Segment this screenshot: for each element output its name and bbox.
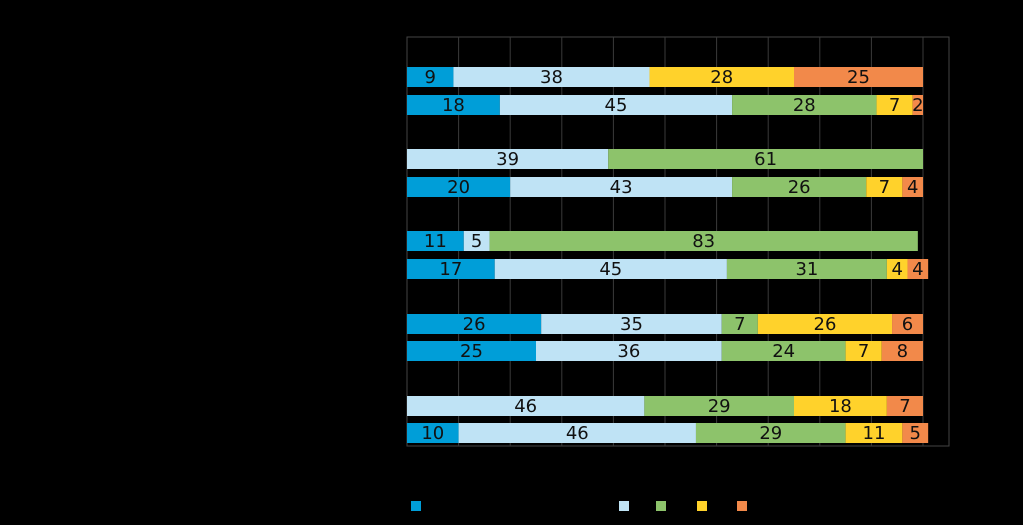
bar-segment bbox=[458, 423, 696, 443]
bar-segment bbox=[902, 423, 929, 443]
data-label: 29 bbox=[759, 423, 782, 444]
data-label: 7 bbox=[858, 341, 869, 362]
bar-segment bbox=[510, 177, 733, 197]
bar-segment bbox=[892, 314, 923, 334]
bar-segment bbox=[794, 396, 887, 416]
bar-segment bbox=[794, 67, 923, 87]
data-label: 5 bbox=[471, 231, 482, 252]
data-label: 43 bbox=[610, 177, 633, 198]
bar-segment bbox=[407, 67, 454, 87]
bar-segment bbox=[536, 341, 722, 361]
data-label: 39 bbox=[496, 149, 519, 170]
bar-segment bbox=[721, 341, 846, 361]
legend-swatch bbox=[619, 501, 629, 511]
data-label: 46 bbox=[514, 396, 537, 417]
data-label: 17 bbox=[439, 259, 462, 280]
bar-segment bbox=[407, 231, 464, 251]
data-label: 45 bbox=[599, 259, 622, 280]
legend-swatch bbox=[411, 501, 421, 511]
data-label: 2 bbox=[912, 95, 923, 116]
data-label: 4 bbox=[912, 259, 923, 280]
bar-segment bbox=[907, 259, 929, 279]
data-label: 7 bbox=[889, 95, 900, 116]
data-label: 4 bbox=[907, 177, 918, 198]
legend-swatch bbox=[656, 501, 666, 511]
data-label: 7 bbox=[879, 177, 890, 198]
bar-segment bbox=[866, 177, 903, 197]
bar-segment bbox=[726, 259, 887, 279]
data-label: 11 bbox=[424, 231, 447, 252]
bar-segment bbox=[757, 314, 893, 334]
data-label: 26 bbox=[463, 314, 486, 335]
data-label: 25 bbox=[460, 341, 483, 362]
bar-segment bbox=[407, 423, 459, 443]
data-label: 45 bbox=[605, 95, 628, 116]
bar-segment bbox=[494, 259, 727, 279]
legend-swatch bbox=[737, 501, 747, 511]
data-label: 28 bbox=[793, 95, 816, 116]
bar-segment bbox=[407, 314, 542, 334]
bar-segment bbox=[732, 95, 877, 115]
bar-segment bbox=[721, 314, 758, 334]
bar-segment bbox=[407, 149, 609, 169]
data-label: 5 bbox=[910, 423, 921, 444]
bar-segment bbox=[463, 231, 490, 251]
data-label: 36 bbox=[617, 341, 640, 362]
data-label: 26 bbox=[814, 314, 837, 335]
data-label: 7 bbox=[734, 314, 745, 335]
legend bbox=[411, 501, 747, 511]
data-label: 20 bbox=[447, 177, 470, 198]
bar-segment bbox=[912, 95, 923, 115]
bar-segment bbox=[695, 423, 846, 443]
bar-segment bbox=[649, 67, 794, 87]
data-label: 9 bbox=[424, 67, 435, 88]
bar-segment bbox=[489, 231, 918, 251]
data-label: 29 bbox=[708, 396, 731, 417]
data-label: 4 bbox=[891, 259, 902, 280]
bar-segment bbox=[644, 396, 794, 416]
bar-segment bbox=[407, 177, 511, 197]
data-label: 7 bbox=[899, 396, 910, 417]
bar-segment bbox=[732, 177, 867, 197]
data-label: 35 bbox=[620, 314, 643, 335]
bar-segment bbox=[499, 95, 733, 115]
data-label: 24 bbox=[772, 341, 795, 362]
data-label: 11 bbox=[863, 423, 886, 444]
bar-segment bbox=[407, 341, 536, 361]
data-label: 6 bbox=[902, 314, 913, 335]
legend-swatch bbox=[697, 501, 707, 511]
bar-segment bbox=[541, 314, 722, 334]
data-label: 46 bbox=[566, 423, 589, 444]
bar-segment bbox=[407, 396, 645, 416]
data-label: 83 bbox=[692, 231, 715, 252]
bar-segment bbox=[608, 149, 923, 169]
data-label: 18 bbox=[442, 95, 465, 116]
bar-segment bbox=[886, 396, 923, 416]
data-label: 25 bbox=[847, 67, 870, 88]
data-label: 38 bbox=[540, 67, 563, 88]
data-label: 61 bbox=[754, 149, 777, 170]
data-label: 26 bbox=[788, 177, 811, 198]
bar-segment bbox=[881, 341, 923, 361]
bar-segment bbox=[886, 259, 908, 279]
bar-segment bbox=[407, 259, 495, 279]
bar-segment bbox=[845, 423, 903, 443]
data-label: 8 bbox=[897, 341, 908, 362]
data-label: 31 bbox=[795, 259, 818, 280]
data-label: 28 bbox=[710, 67, 733, 88]
bar-segment bbox=[845, 341, 882, 361]
bar-segment bbox=[902, 177, 923, 197]
data-label: 18 bbox=[829, 396, 852, 417]
data-label: 10 bbox=[421, 423, 444, 444]
bar-segment bbox=[407, 95, 500, 115]
bar-segment bbox=[453, 67, 650, 87]
bar-segment bbox=[876, 95, 913, 115]
